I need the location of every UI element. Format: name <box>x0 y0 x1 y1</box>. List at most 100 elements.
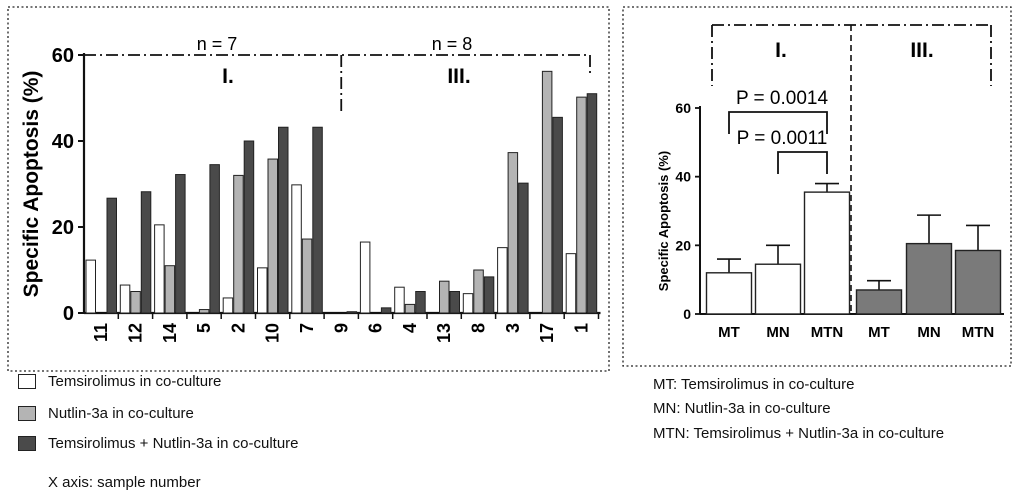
left-bar-17-series-2 <box>552 116 563 314</box>
left-y-tick-label-3: 60 <box>52 45 74 67</box>
x-axis-note: X axis: sample number <box>48 474 201 491</box>
left-y-axis-title: Specific Apoptosis (%) <box>20 71 43 298</box>
legend-swatch-temsirolimus <box>18 374 36 389</box>
left-y-tick-label-0: 0 <box>63 303 74 325</box>
right-x-tick-label-4: MN <box>917 324 940 341</box>
right-bar-mtn-5 <box>954 249 1002 315</box>
left-bar-4-series-2 <box>415 291 426 314</box>
abbreviation-mt: MT: Temsirolimus in co-culture <box>653 376 855 393</box>
left-bar-7-series-2 <box>312 126 323 314</box>
left-bar-4-series-1 <box>404 303 416 314</box>
left-bar-6-series-0 <box>359 241 371 314</box>
left-x-tick-label-4: 4 <box>400 323 420 333</box>
left-bar-8-series-0 <box>462 293 474 314</box>
left-x-tick-label-17: 17 <box>537 323 557 343</box>
left-x-tick-label-9: 9 <box>331 323 351 333</box>
significance-bracket-mn-mtn <box>777 151 828 174</box>
significance-label-mn-mtn: P = 0.0011 <box>737 128 828 149</box>
right-x-tick-label-5: MTN <box>962 324 995 341</box>
right-x-tick-label-0: MT <box>718 324 740 341</box>
left-x-tick-label-6: 6 <box>366 323 386 333</box>
right-x-tick-label-3: MT <box>868 324 890 341</box>
right-bar-mtn-2 <box>803 191 851 315</box>
right-x-tick-label-1: MN <box>766 324 789 341</box>
legend-swatch-nutlin <box>18 406 36 421</box>
legend-label-combination: Temsirolimus + Nutlin-3a in co-culture <box>48 435 299 452</box>
left-bar-8-series-1 <box>473 269 484 314</box>
left-bar-14-series-0 <box>154 224 165 314</box>
left-bar-10-series-0 <box>257 267 268 314</box>
right-group-label-2: III. <box>910 39 933 62</box>
left-bar-7-series-0 <box>291 184 302 314</box>
left-bar-13-series-1 <box>439 280 450 314</box>
significance-label-mt-mtn: P = 0.0014 <box>736 88 829 109</box>
abbreviation-mtn: MTN: Temsirolimus + Nutlin-3a in co-cult… <box>653 425 945 442</box>
right-panel-frame <box>622 6 1012 367</box>
left-x-tick-label-11: 11 <box>91 323 111 342</box>
legend-swatch-combination <box>18 436 36 451</box>
left-x-tick-label-13: 13 <box>434 323 454 343</box>
left-bar-17-series-1 <box>541 70 553 314</box>
left-bar-1-series-0 <box>565 253 577 314</box>
left-x-tick-label-8: 8 <box>468 323 488 333</box>
left-bar-2-series-2 <box>243 140 255 314</box>
left-bar-13-series-2 <box>449 291 460 314</box>
left-group-n-label-1: n = 7 <box>197 34 238 54</box>
left-y-tick-label-1: 20 <box>52 217 74 239</box>
left-bar-3-series-2 <box>518 182 529 314</box>
left-bar-3-series-1 <box>507 152 519 314</box>
right-y-tick-label-3: 60 <box>675 100 691 116</box>
legend-item-temsirolimus: Temsirolimus in co-culture <box>18 373 221 390</box>
left-x-tick-label-10: 10 <box>263 323 283 343</box>
right-bar-mn-1 <box>754 263 802 315</box>
significance-bracket-mt-mtn <box>728 111 828 134</box>
right-x-tick-label-2: MTN <box>811 324 844 341</box>
left-bar-5-series-2 <box>209 164 220 314</box>
left-x-tick-label-2: 2 <box>228 323 248 333</box>
legend-item-nutlin: Nutlin-3a in co-culture <box>18 405 194 422</box>
left-bar-12-series-1 <box>130 291 141 314</box>
right-group-label-1: I. <box>775 39 787 62</box>
left-bar-14-series-2 <box>175 174 186 314</box>
left-bar-6-series-2 <box>380 307 392 314</box>
right-y-axis-title: Specific Apoptosis (%) <box>656 151 671 291</box>
left-bar-14-series-1 <box>164 265 176 314</box>
left-y-tick-label-2: 40 <box>52 131 74 153</box>
right-bar-chart: 0 20 40 60 Specific Apoptosis (%) MT MN MTN MT MN… <box>656 24 1004 341</box>
left-group-label-1: I. <box>222 65 234 88</box>
right-bar-mn-4 <box>905 242 953 315</box>
left-bar-10-series-2 <box>278 126 289 314</box>
left-bar-4-series-0 <box>394 286 405 314</box>
left-x-tick-label-5: 5 <box>194 323 214 333</box>
left-bar-5-series-1 <box>198 309 210 314</box>
abbreviation-mn: MN: Nutlin-3a in co-culture <box>653 400 831 417</box>
left-group-n-label-2: n = 8 <box>432 34 473 54</box>
right-bar-mt-3 <box>855 289 903 315</box>
left-bar-11-series-2 <box>106 197 117 314</box>
left-panel-frame <box>7 6 610 372</box>
left-bar-2-series-0 <box>222 297 234 314</box>
right-y-tick-label-0: 0 <box>683 306 691 322</box>
left-bar-2-series-1 <box>233 174 244 314</box>
left-bar-1-series-1 <box>576 96 587 314</box>
left-x-tick-label-1: 1 <box>571 323 591 333</box>
legend-label-nutlin: Nutlin-3a in co-culture <box>48 405 194 422</box>
left-x-tick-label-14: 14 <box>160 323 180 343</box>
right-y-tick-label-1: 20 <box>675 237 691 253</box>
left-x-tick-label-12: 12 <box>125 323 145 343</box>
left-group-label-2: III. <box>447 65 470 88</box>
left-bar-7-series-1 <box>301 238 313 314</box>
right-bar-mt-0 <box>705 272 753 315</box>
left-bar-12-series-2 <box>140 191 152 314</box>
left-bar-12-series-0 <box>119 284 131 314</box>
left-x-tick-label-7: 7 <box>297 323 317 333</box>
right-y-tick-label-2: 40 <box>675 169 691 185</box>
left-bar-3-series-0 <box>497 247 508 314</box>
left-bar-10-series-1 <box>267 158 278 314</box>
left-bar-8-series-2 <box>483 276 495 314</box>
legend-item-combination: Temsirolimus + Nutlin-3a in co-culture <box>18 435 299 452</box>
left-bar-1-series-2 <box>586 93 598 314</box>
left-x-tick-label-3: 3 <box>503 323 523 333</box>
legend-label-temsirolimus: Temsirolimus in co-culture <box>48 373 222 390</box>
